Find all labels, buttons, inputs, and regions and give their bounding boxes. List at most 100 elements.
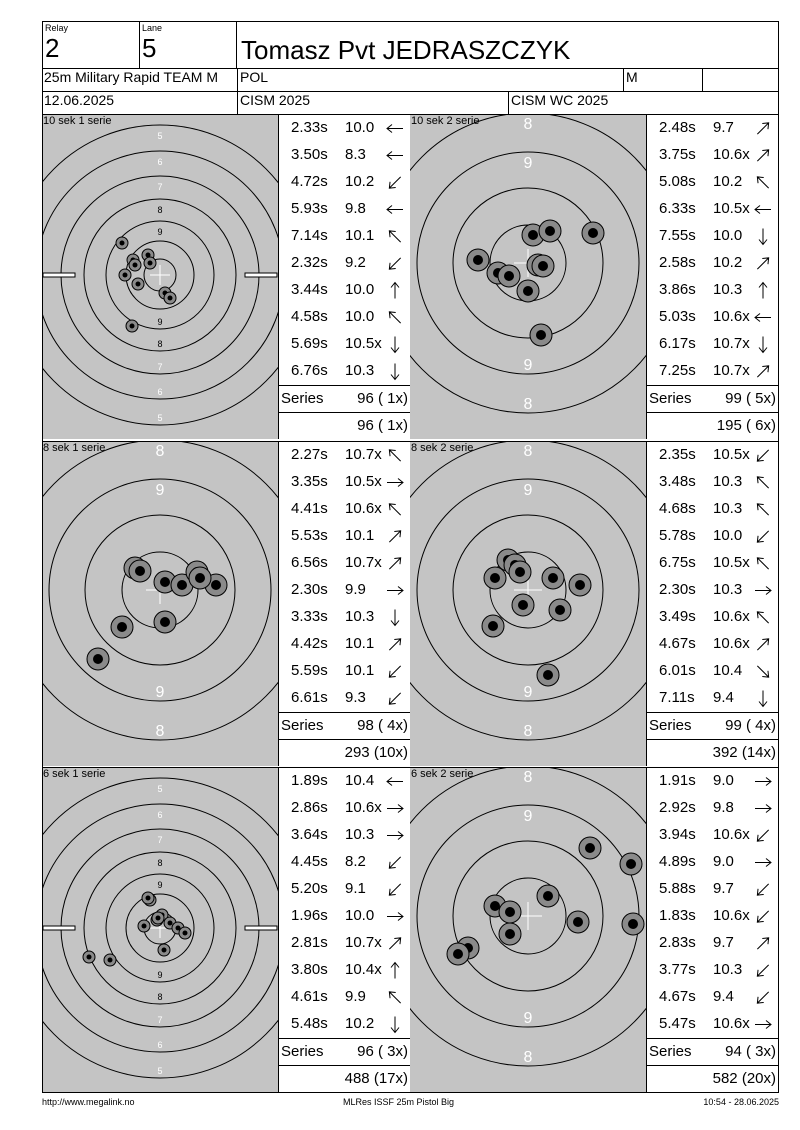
direction-arrow-icon xyxy=(758,690,768,708)
shot-time: 6.56s xyxy=(291,554,328,571)
shot-time: 3.50s xyxy=(291,146,328,163)
ring-number: 8 xyxy=(157,992,162,1002)
shots-column: 2.48s 9.7 3.75s 10.6x 5.08s 10.2 6.33s 10.5x 7.5… xyxy=(646,115,779,439)
ring-5 xyxy=(42,124,278,426)
ring-9 xyxy=(105,220,215,330)
shot-time: 3.94s xyxy=(659,826,696,843)
direction-arrow-icon xyxy=(390,336,400,354)
shot-value: 9.2 xyxy=(345,254,366,271)
shot-row: 3.35s 10.5x xyxy=(279,469,410,496)
direction-arrow-icon xyxy=(390,281,400,299)
shot-direction xyxy=(752,849,774,876)
shot-hole-center xyxy=(119,240,125,246)
shot-direction xyxy=(384,304,406,331)
shot-hole-center xyxy=(135,566,145,576)
panel-divider xyxy=(42,441,779,442)
shot-time: 4.45s xyxy=(291,853,328,870)
shot-time: 2.27s xyxy=(291,446,328,463)
nation: POL xyxy=(240,69,269,85)
shot-row: 3.77s 10.3 xyxy=(647,957,778,984)
shot-time: 3.35s xyxy=(291,473,328,490)
direction-arrow-icon xyxy=(755,804,772,813)
shot-time: 3.44s xyxy=(291,281,328,298)
shot-row: 5.20s 9.1 xyxy=(279,876,410,903)
direction-arrow-icon xyxy=(388,557,402,570)
ring xyxy=(416,478,640,702)
shot-hole-center xyxy=(160,617,170,627)
direction-arrow-icon xyxy=(756,149,770,162)
shot-direction xyxy=(752,196,774,223)
shot-value: 10.1 xyxy=(345,635,375,652)
shot-value: 10.2 xyxy=(345,173,375,190)
shot-hole-center xyxy=(528,230,538,240)
shot-row: 5.78s 10.0 xyxy=(647,523,778,550)
series-panel: 5 6 7 8 9 9 8 7 6 5 10 sek 1 serie 2.33s 10.0 3.50s 8.… xyxy=(42,115,411,439)
direction-arrow-icon xyxy=(388,991,402,1004)
ring-5 xyxy=(42,777,278,1079)
direction-arrow-icon xyxy=(756,476,770,489)
series-summary: Series 96 ( 3x) xyxy=(279,1038,410,1065)
shot-time: 6.76s xyxy=(291,362,328,379)
total-score: 392 (14x) xyxy=(712,744,776,761)
direction-arrow-icon xyxy=(756,449,770,462)
shot-time: 5.59s xyxy=(291,662,328,679)
shot-row: 2.27s 10.7x xyxy=(279,442,410,469)
total-score: 96 ( 1x) xyxy=(357,417,408,434)
shot-row: 2.83s 9.7 xyxy=(647,930,778,957)
running-total: 96 ( 1x) xyxy=(279,412,410,439)
shot-row: 4.89s 9.0 xyxy=(647,849,778,876)
shot-direction xyxy=(752,469,774,496)
direction-arrow-icon xyxy=(756,557,770,570)
direction-arrow-icon xyxy=(388,449,402,462)
shot-row: 6.01s 10.4 xyxy=(647,658,778,685)
direction-arrow-icon xyxy=(387,478,404,487)
shot-direction xyxy=(752,442,774,469)
shot-row: 2.58s 10.2 xyxy=(647,250,778,277)
shot-value: 10.6x xyxy=(713,907,750,924)
direction-arrow-icon xyxy=(387,804,404,813)
ring-number: 6 xyxy=(157,157,162,167)
ring-number: 7 xyxy=(157,1015,162,1025)
shot-time: 3.80s xyxy=(291,961,328,978)
shot-hole-center xyxy=(160,577,170,587)
shot-hole-center xyxy=(93,654,103,664)
shot-value: 10.0 xyxy=(345,119,375,136)
shot-hole-center xyxy=(626,859,636,869)
shot-row: 2.92s 9.8 xyxy=(647,795,778,822)
ring-number: 8 xyxy=(157,858,162,868)
direction-arrow-icon xyxy=(388,530,402,543)
shot-time: 2.48s xyxy=(659,119,696,136)
shot-value: 9.4 xyxy=(713,988,734,1005)
shot-row: 1.89s 10.4 xyxy=(279,768,410,795)
shots-column: 2.33s 10.0 3.50s 8.3 4.72s 10.2 5.93s 9.8 7.14s 1… xyxy=(278,115,411,439)
shot-direction xyxy=(384,496,406,523)
shot-row: 7.11s 9.4 xyxy=(647,685,778,712)
shot-row: 2.30s 10.3 xyxy=(647,577,778,604)
shot-row: 3.48s 10.3 xyxy=(647,469,778,496)
shot-time: 4.61s xyxy=(291,988,328,1005)
shot-time: 3.49s xyxy=(659,608,696,625)
shot-hole-center xyxy=(518,600,528,610)
target-face: 5 6 7 8 9 9 8 7 6 5 xyxy=(42,115,278,439)
shot-direction xyxy=(384,523,406,550)
shot-time: 4.72s xyxy=(291,173,328,190)
shot-time: 3.75s xyxy=(659,146,696,163)
total-score: 293 (10x) xyxy=(344,744,408,761)
shot-direction xyxy=(384,115,406,142)
footer-url: http://www.megalink.no xyxy=(42,1097,135,1107)
running-total: 488 (17x) xyxy=(279,1065,410,1092)
shot-row: 5.48s 10.2 xyxy=(279,1011,410,1038)
shot-value: 10.3 xyxy=(345,608,375,625)
shot-time: 2.92s xyxy=(659,799,696,816)
shot-row: 3.80s 10.4x xyxy=(279,957,410,984)
shot-time: 4.67s xyxy=(659,988,696,1005)
shot-hole-center xyxy=(548,573,558,583)
shot-direction xyxy=(752,930,774,957)
shot-row: 5.53s 10.1 xyxy=(279,523,410,550)
direction-arrow-icon xyxy=(756,964,770,977)
shot-hole-center xyxy=(161,947,167,953)
running-total: 195 ( 6x) xyxy=(647,412,778,439)
direction-arrow-icon xyxy=(388,503,402,516)
shot-direction xyxy=(752,1011,774,1038)
shot-value: 10.6x xyxy=(345,799,382,816)
